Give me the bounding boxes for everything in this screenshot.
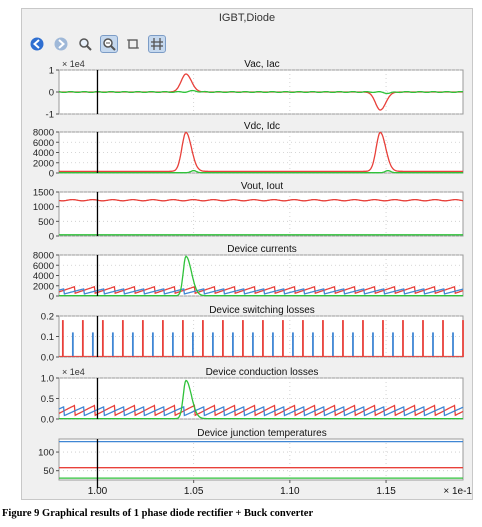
- series-line-red: [58, 285, 464, 295]
- y-tick-label: 2000: [33, 281, 54, 292]
- zoom-fit-button[interactable]: [100, 35, 118, 53]
- crop-button[interactable]: [124, 35, 142, 53]
- window-title: IGBT,Diode: [218, 12, 276, 24]
- y-tick-label: 0: [49, 169, 54, 180]
- y-tick-label: 0.5: [41, 394, 54, 405]
- forward-arrow-icon: [54, 37, 68, 51]
- y-tick-label: 1.0: [41, 374, 54, 385]
- series-line-green: [58, 89, 464, 95]
- y-tick-label: 2000: [33, 158, 54, 169]
- x-tick-label: 1.05: [184, 486, 204, 497]
- zoom-button[interactable]: [76, 35, 94, 53]
- chart-panel: Vac, Iac × 1e4 1 0 -1: [46, 59, 464, 121]
- series-line-red: [58, 198, 464, 202]
- y-tick-label: 100: [38, 448, 54, 459]
- chart-title: Vdc, Idc: [244, 121, 280, 132]
- y-tick-label: 0.0: [41, 415, 54, 426]
- chart-title: Device switching losses: [209, 305, 315, 316]
- chart-title: Device currents: [227, 244, 296, 255]
- y-tick-label: 4000: [33, 148, 54, 159]
- crop-icon: [127, 39, 139, 49]
- toolbar: [28, 35, 166, 53]
- chart-title: Device conduction losses: [206, 367, 319, 378]
- y-tick-label: 8000: [33, 128, 54, 139]
- axis-multiplier: × 1e4: [62, 367, 85, 377]
- series-line-red: [59, 131, 463, 173]
- y-tick-label: 6000: [33, 138, 54, 149]
- chart-title: Vout, Iout: [241, 181, 283, 192]
- series-line-green: [59, 379, 463, 420]
- x-tick-label: 1.10: [280, 486, 300, 497]
- plot-area: [58, 191, 464, 237]
- back-arrow-icon: [30, 37, 44, 51]
- y-tick-label: 6000: [33, 261, 54, 272]
- y-tick-label: 1500: [33, 188, 54, 199]
- series-line-blue: [58, 288, 464, 295]
- chart-panel: Device switching losses 0.2 0.1 0.0: [41, 305, 464, 364]
- chart-panel: Vout, Iout 1500 1000 500 0: [33, 181, 464, 243]
- axis-multiplier: × 1e4: [62, 59, 85, 69]
- series-line-green: [59, 255, 463, 297]
- x-tick-label: 1.00: [88, 486, 108, 497]
- y-tick-label: 0.0: [41, 353, 54, 364]
- series-line-blue: [58, 405, 464, 417]
- zoom-fit-icon: [103, 38, 116, 51]
- y-tick-label: 1000: [33, 202, 54, 213]
- y-tick-label: 4000: [33, 271, 54, 282]
- y-tick-label: 0: [49, 292, 54, 303]
- y-tick-label: 50: [43, 466, 54, 477]
- y-tick-label: 1: [49, 66, 54, 77]
- y-tick-label: 0: [49, 88, 54, 99]
- series-line-red: [58, 404, 464, 417]
- y-tick-label: 8000: [33, 251, 54, 262]
- figure-caption: Figure 9 Graphical results of 1 phase di…: [2, 508, 314, 519]
- chart-panel: Device junction temperatures 100 50: [38, 428, 464, 481]
- axis-settings-icon: [151, 38, 163, 50]
- x-tick-label: 1.15: [376, 486, 396, 497]
- zoom-icon: [79, 38, 92, 51]
- plot-area: [58, 438, 464, 481]
- chart-title: Device junction temperatures: [197, 428, 327, 439]
- chart-panel: Device conduction losses × 1e4 1.0 0.5 0.0: [41, 367, 464, 426]
- y-tick-label: 500: [38, 217, 54, 228]
- chart-title: Vac, Iac: [244, 59, 279, 70]
- back-button[interactable]: [28, 35, 46, 53]
- y-tick-label: 0: [49, 232, 54, 243]
- series-line-green: [59, 169, 463, 174]
- y-tick-label: 0.1: [41, 332, 54, 343]
- x-axis-multiplier: × 1e-1: [443, 486, 472, 497]
- forward-button[interactable]: [52, 35, 70, 53]
- y-tick-label: -1: [46, 110, 54, 121]
- axis-settings-button[interactable]: [148, 35, 166, 53]
- y-tick-label: 0.2: [41, 312, 54, 323]
